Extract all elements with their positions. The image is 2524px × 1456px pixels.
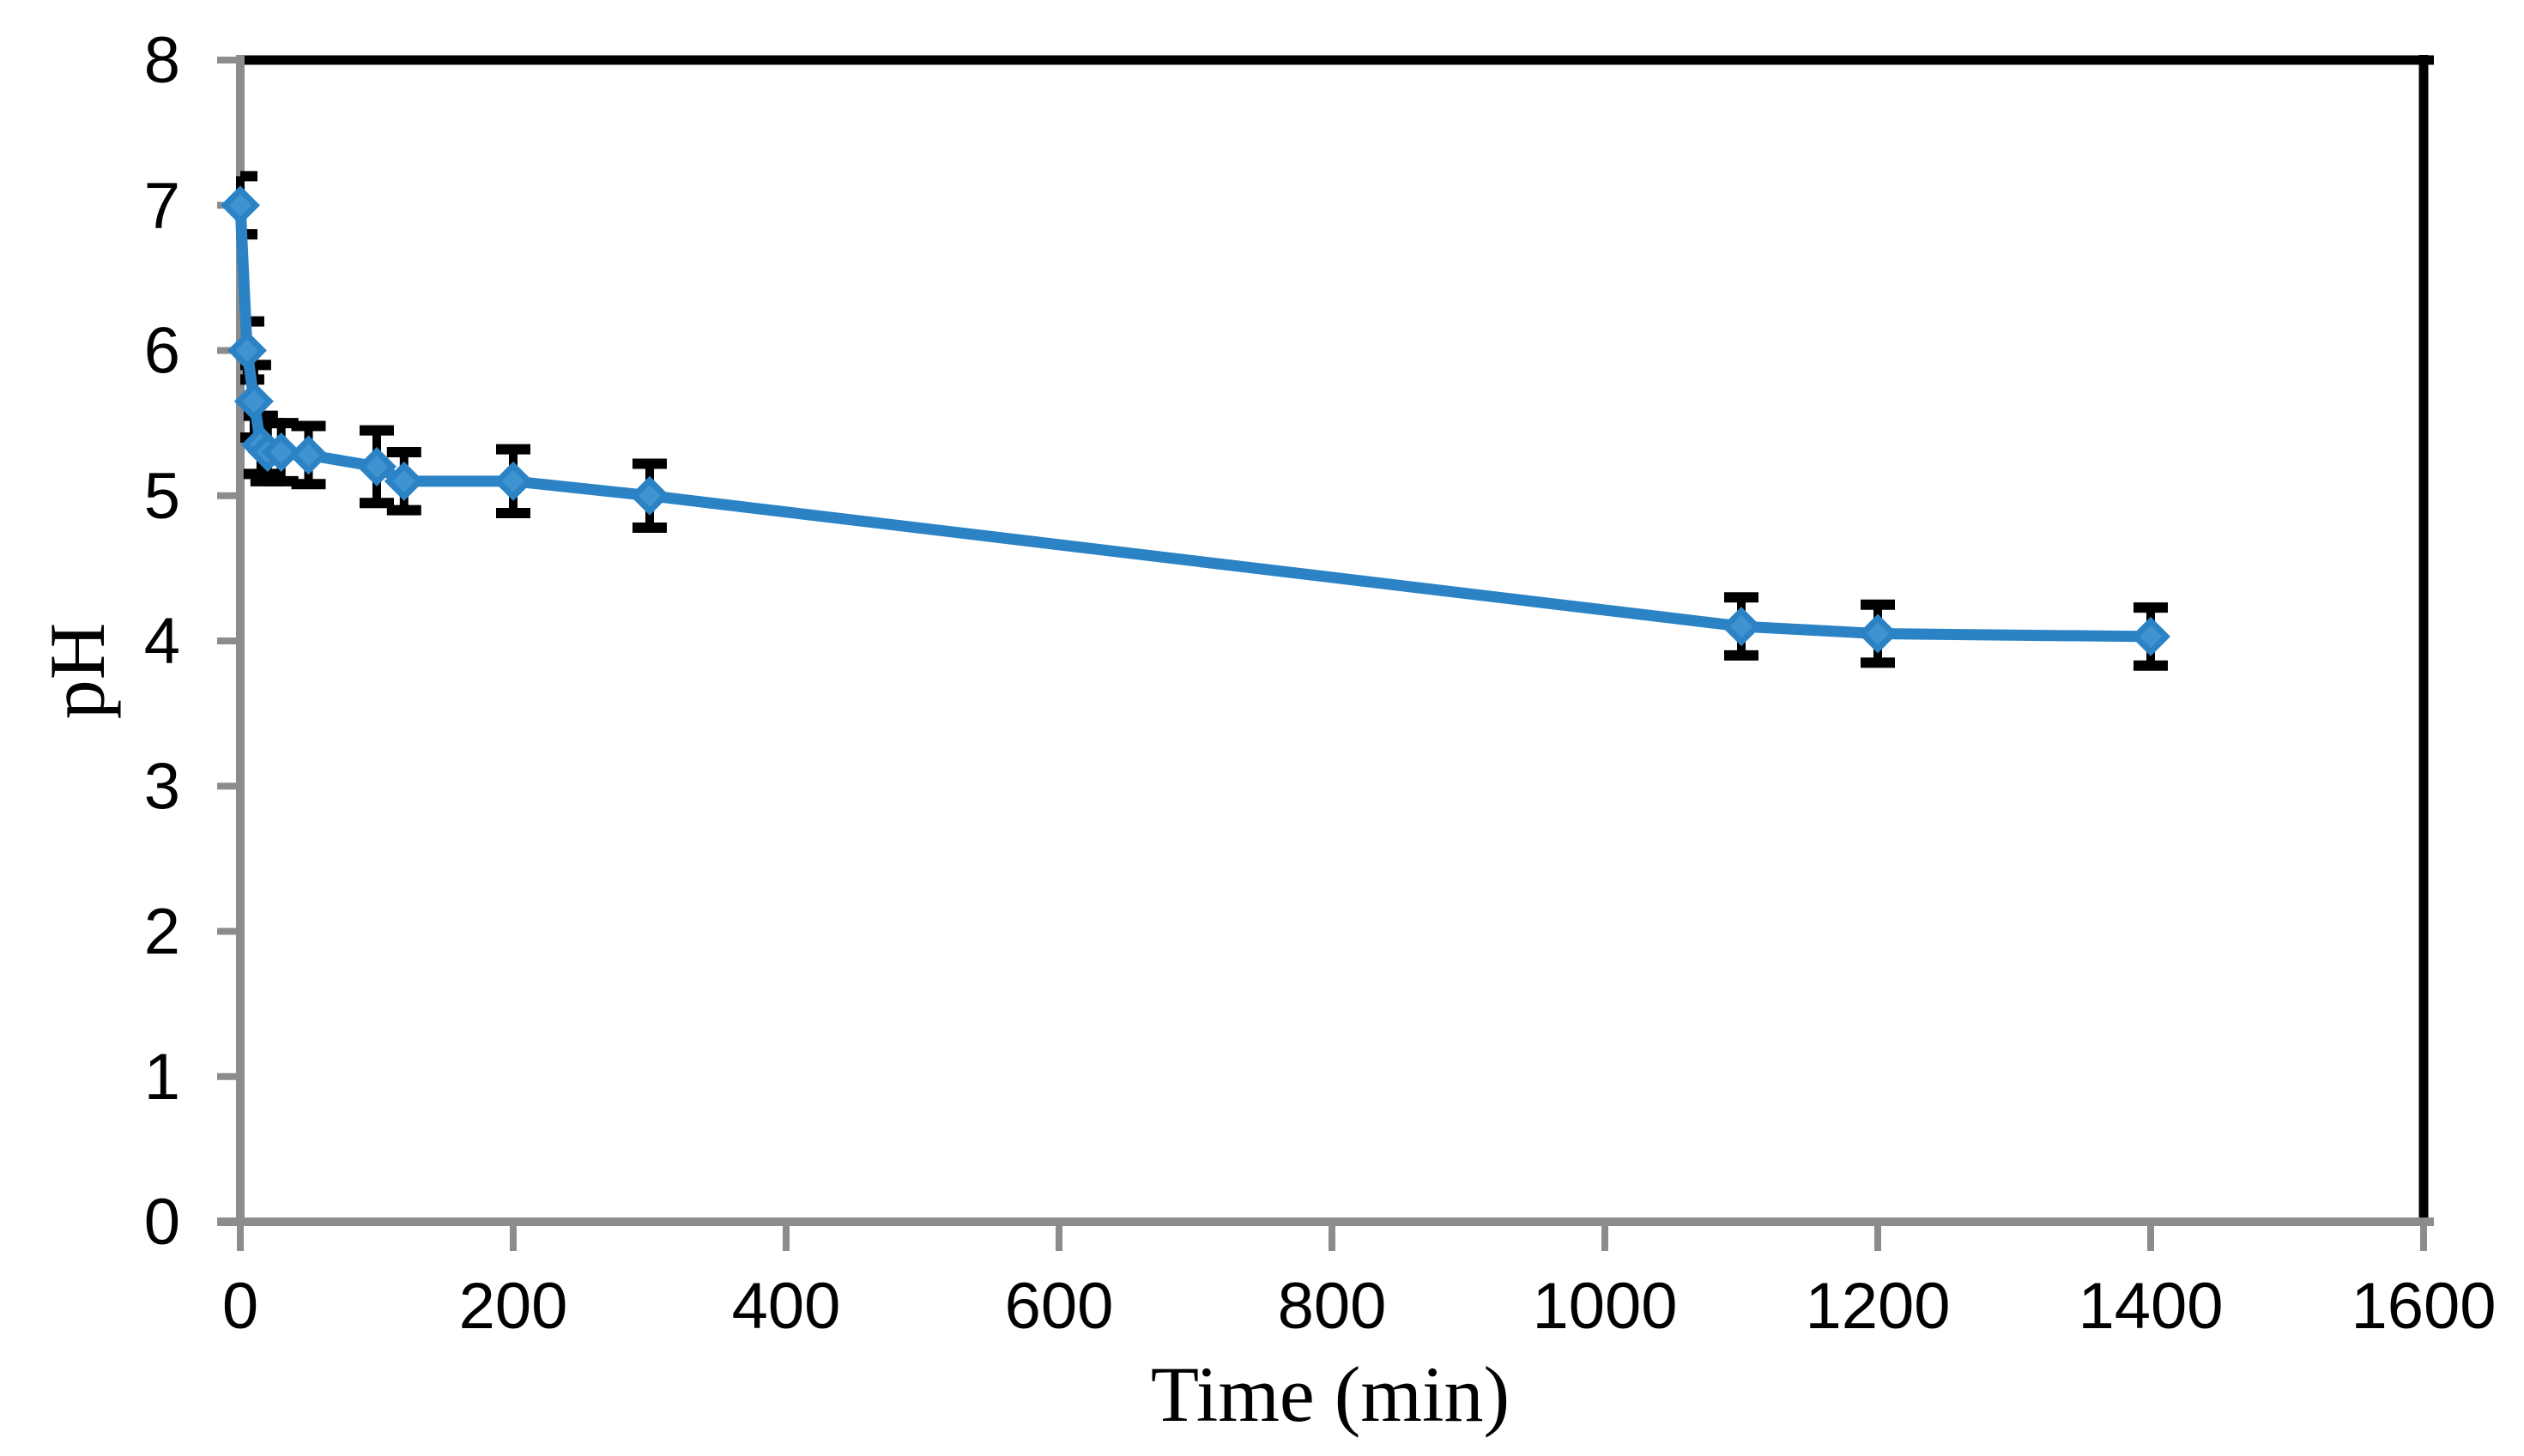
x-tick-label: 1200 [1805,1270,1950,1343]
x-tick-label: 1400 [2078,1270,2223,1343]
y-tick-label: 5 [144,460,180,533]
y-tick-label: 8 [144,24,180,97]
x-tick-label: 200 [459,1270,568,1343]
y-tick-label: 7 [144,169,180,242]
y-tick-label: 1 [144,1041,180,1114]
y-tick-label: 2 [144,896,180,969]
data-point-marker-inner [639,484,661,507]
data-point-marker-inner [1730,615,1752,638]
data-point-marker-inner [502,469,524,492]
data-point-marker-inner [229,194,251,217]
data-point-marker-inner [1867,622,1889,645]
data-point-marker-inner [269,440,293,463]
x-tick-label: 400 [732,1270,841,1343]
y-axis-title: pH [33,622,121,720]
data-point-marker-inner [366,455,388,478]
x-tick-label: 600 [1005,1270,1114,1343]
data-point-marker-inner [2140,625,2162,648]
data-point-marker-inner [242,390,265,413]
data-point-marker-inner [297,444,320,467]
y-tick-label: 6 [144,315,180,388]
data-point-marker-inner [235,339,258,362]
series-line [234,204,2152,643]
y-tick-label: 4 [144,605,180,678]
x-tick-label: 1000 [1532,1270,1677,1343]
x-axis-title: Time (min) [1150,1350,1510,1438]
y-tick-label: 0 [144,1186,180,1259]
x-tick-label: 0 [222,1270,258,1343]
data-point-marker-inner [392,469,415,492]
y-tick-label: 3 [144,750,180,823]
x-tick-label: 1600 [2351,1270,2496,1343]
x-tick-label: 800 [1278,1270,1387,1343]
